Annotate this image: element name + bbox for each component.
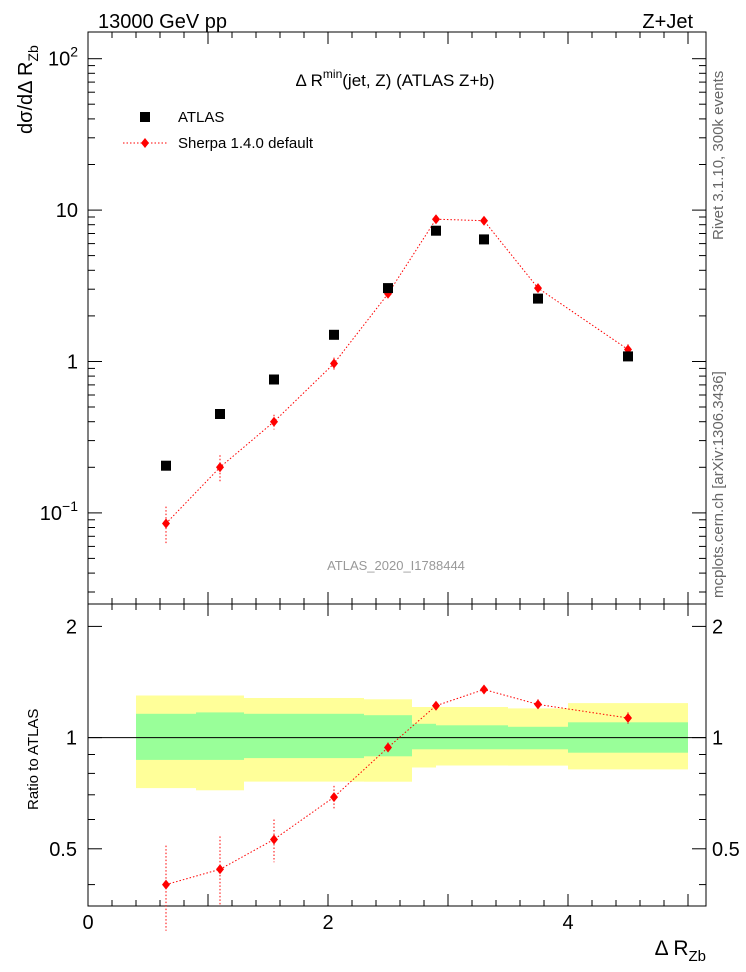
x-tick-label: 4 xyxy=(562,912,573,934)
ratio-sherpa-point xyxy=(624,712,632,723)
sherpa-line xyxy=(165,218,629,524)
atlas-point xyxy=(383,283,393,294)
main-y-axis-label-sub: Zb xyxy=(25,45,41,62)
sherpa-point xyxy=(432,214,440,225)
ratio-stat-band xyxy=(136,713,196,760)
sherpa-point xyxy=(480,215,488,226)
main-y-axis-label: dσ/dΔ RZb xyxy=(15,45,41,134)
legend-sherpa-marker xyxy=(141,138,149,148)
x-tick-label: 2 xyxy=(322,912,333,934)
analysis-tag: ATLAS_2020_I1788444 xyxy=(327,558,465,573)
main-marks xyxy=(161,214,633,544)
sherpa-point xyxy=(270,416,278,427)
ratio-stat-band xyxy=(244,713,304,759)
chart-title-sup: min xyxy=(323,67,342,81)
main-ticks xyxy=(87,32,706,604)
legend-atlas-label: ATLAS xyxy=(178,109,224,126)
ratio-sherpa-point xyxy=(330,792,338,803)
main-y-tick-label: 102 xyxy=(48,44,78,71)
atlas-point xyxy=(623,351,633,362)
ratio-y-tick-label-right: 1 xyxy=(712,728,723,750)
main-y-axis-label-main: dσ/dΔ R xyxy=(15,62,37,134)
ratio-sherpa-point xyxy=(432,700,440,711)
ratio-y-tick-label-left: 1 xyxy=(66,728,77,750)
x-axis-label-main: Δ R xyxy=(655,937,689,960)
chart-title: Δ Rmin(jet, Z) (ATLAS Z+b) xyxy=(295,67,494,90)
ratio-y-tick-label-left: 0.5 xyxy=(49,839,77,861)
x-tick-label: 0 xyxy=(82,912,93,934)
atlas-point xyxy=(269,374,279,385)
x-axis-label-sub: Zb xyxy=(688,948,706,965)
ratio-marks xyxy=(162,684,632,931)
atlas-point xyxy=(215,409,225,419)
ratio-sherpa-point xyxy=(384,742,392,753)
legend-atlas-marker xyxy=(140,112,150,122)
ratio-tick-labels: 2 2 1 1 0.5 0.5 0 2 4 xyxy=(49,616,740,934)
header-left: 13000 GeV pp xyxy=(98,11,227,33)
ratio-ticks xyxy=(87,604,706,906)
ratio-stat-band xyxy=(412,723,436,750)
chart-title-post: (jet, Z) (ATLAS Z+b) xyxy=(342,71,494,90)
ratio-y-tick-label-left: 2 xyxy=(66,616,77,638)
sherpa-point xyxy=(330,358,338,369)
atlas-point xyxy=(533,293,543,304)
legend: ATLAS Sherpa 1.4.0 default xyxy=(123,109,314,152)
atlas-point xyxy=(329,329,339,340)
main-y-tick-labels: 102 10 1 10−1 xyxy=(40,44,78,525)
main-y-tick-label: 10 xyxy=(56,200,78,222)
ratio-sherpa-point xyxy=(270,834,278,845)
main-panel: 102 10 1 10−1 dσ/dΔ RZb Δ Rmin(jet, Z) (ATL… xyxy=(15,31,707,605)
main-y-tick-label: 1 xyxy=(67,352,78,374)
sherpa-point xyxy=(162,518,170,529)
ratio-sherpa-point xyxy=(480,684,488,695)
ratio-panel: 2 2 1 1 0.5 0.5 0 2 4 Ratio to ATLAS Δ RZb xyxy=(25,603,740,965)
ratio-y-tick-label-right: 0.5 xyxy=(712,839,740,861)
ratio-y-tick-label-right: 2 xyxy=(712,616,723,638)
ratio-y-axis-label: Ratio to ATLAS xyxy=(25,709,42,810)
sherpa-point xyxy=(216,462,224,473)
atlas-point xyxy=(161,460,171,471)
ratio-stat-band xyxy=(304,713,364,759)
atlas-point xyxy=(479,234,489,245)
rivet-label: Rivet 3.1.10, 300k events xyxy=(710,71,727,240)
main-y-tick-label: 10−1 xyxy=(40,498,78,525)
sherpa-point xyxy=(534,283,542,294)
mcplots-label: mcplots.cern.ch [arXiv:1306.3436] xyxy=(710,371,727,598)
x-axis-label: Δ RZb xyxy=(655,937,706,965)
header-right: Z+Jet xyxy=(642,11,693,33)
ratio-stat-band xyxy=(196,712,244,760)
ratio-sherpa-point xyxy=(162,879,170,890)
atlas-point xyxy=(431,225,441,236)
ratio-sherpa-point xyxy=(216,864,224,875)
ratio-sherpa-point xyxy=(534,699,542,710)
ratio-bands xyxy=(136,695,688,791)
legend-sherpa-label: Sherpa 1.4.0 default xyxy=(178,135,314,152)
chart-title-pre: Δ R xyxy=(295,71,322,90)
